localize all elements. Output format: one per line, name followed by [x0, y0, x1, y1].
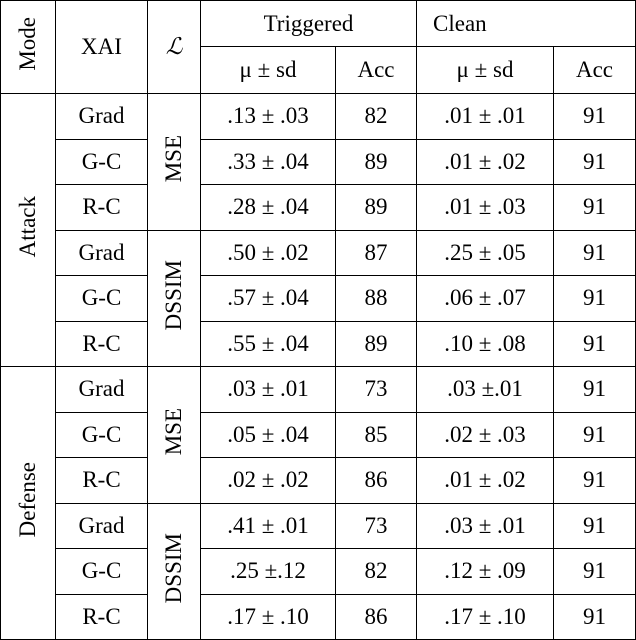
- loss-text: MSE: [161, 135, 186, 183]
- clean-mu-sd: .02 ± .03: [416, 411, 554, 458]
- clean-acc: 91: [553, 502, 636, 549]
- data-row: R-C .28 ± .04 89.01 ± .03 91: [1, 184, 636, 231]
- triggered-acc: 89: [335, 184, 417, 231]
- triggered-acc: 86: [335, 593, 417, 640]
- loss: DSSIM: [147, 502, 201, 640]
- data-row: G-C .25 ±.12 82.12 ± .09 91: [1, 548, 636, 595]
- triggered-acc: 73: [335, 502, 417, 549]
- triggered-mu-sd: .28 ± .04: [200, 184, 336, 231]
- triggered-acc: 88: [335, 275, 417, 322]
- data-row: R-C .17 ± .10 86.17 ± .10 91: [1, 593, 636, 640]
- triggered-header: Triggered: [200, 0, 417, 47]
- triggered-mu-sd: .41 ± .01: [200, 502, 336, 549]
- data-row: R-C .55 ± .04 89.10 ± .08 91: [1, 320, 636, 367]
- triggered-mu-sd: .57 ± .04: [200, 275, 336, 322]
- triggered-mu-sd: .25 ±.12: [200, 548, 336, 595]
- subheader: μ ± sd: [200, 46, 336, 94]
- loss-text: MSE: [161, 408, 186, 456]
- xai: Grad: [55, 366, 148, 413]
- triggered-mu-sd: .13 ± .03: [200, 93, 336, 140]
- header-row: Mode XAI ℒ Triggered Clean: [0, 0, 636, 94]
- mode: Defense: [0, 366, 56, 640]
- clean-header: Clean: [416, 0, 636, 47]
- clean-acc: 91: [553, 93, 636, 140]
- data-row: Grad DSSIM .50 ± .02 87.25 ± .05 91: [1, 229, 636, 367]
- data-row: G-C .33 ± .04 89.01 ± .02 91: [1, 138, 636, 185]
- xai: Grad: [55, 229, 148, 276]
- data-row: G-C .57 ± .04 88.06 ± .07 91: [1, 275, 636, 322]
- loss-text: DSSIM: [161, 533, 186, 604]
- triggered-acc: 82: [335, 93, 417, 140]
- xai: G-C: [55, 548, 148, 595]
- loss-text: DSSIM: [161, 260, 186, 331]
- mode-text: Attack: [15, 196, 40, 258]
- mode-header: Mode: [15, 17, 40, 71]
- clean-mu-sd: .01 ± .02: [416, 138, 554, 185]
- xai: R-C: [55, 593, 148, 640]
- clean-mu-sd: .06 ± .07: [416, 275, 554, 322]
- clean-acc: 91: [553, 184, 636, 231]
- subheader: Acc: [335, 46, 417, 94]
- clean-mu-sd: .03 ± .01: [416, 502, 554, 549]
- xai: R-C: [55, 457, 148, 504]
- triggered-mu-sd: .02 ± .02: [200, 457, 336, 504]
- loss-header: ℒ: [147, 0, 201, 94]
- header-cell: Mode: [0, 0, 56, 94]
- xai: Grad: [55, 502, 148, 549]
- clean-acc: 91: [553, 411, 636, 458]
- loss: MSE: [147, 366, 201, 504]
- clean-acc: 91: [553, 229, 636, 276]
- clean-acc: 91: [553, 366, 636, 413]
- xai: R-C: [55, 184, 148, 231]
- loss: MSE: [147, 93, 201, 231]
- xai: R-C: [55, 320, 148, 367]
- triggered-acc: 89: [335, 138, 417, 185]
- clean-acc: 91: [553, 548, 636, 595]
- clean-acc: 91: [553, 138, 636, 185]
- xai: Grad: [55, 93, 148, 140]
- data-row: Grad DSSIM .41 ± .01 73.03 ± .01 91: [1, 502, 636, 640]
- clean-mu-sd: .03 ±.01: [416, 366, 554, 413]
- clean-acc: 91: [553, 457, 636, 504]
- triggered-acc: 82: [335, 548, 417, 595]
- triggered-mu-sd: .03 ± .01: [200, 366, 336, 413]
- mode-text: Defense: [15, 462, 40, 538]
- triggered-mu-sd: .50 ± .02: [200, 229, 336, 276]
- xai-header: XAI: [55, 0, 148, 94]
- triggered-acc: 73: [335, 366, 417, 413]
- triggered-acc: 85: [335, 411, 417, 458]
- triggered-mu-sd: .05 ± .04: [200, 411, 336, 458]
- clean-acc: 91: [553, 593, 636, 640]
- clean-acc: 91: [553, 320, 636, 367]
- triggered-acc: 87: [335, 229, 417, 276]
- data-row: R-C .02 ± .02 86.01 ± .02 91: [1, 457, 636, 504]
- subheader-row: μ ± sd Acc μ ± sd Acc: [1, 46, 636, 94]
- clean-mu-sd: .01 ± .01: [416, 93, 554, 140]
- xai: G-C: [55, 138, 148, 185]
- triggered-acc: 89: [335, 320, 417, 367]
- clean-mu-sd: .10 ± .08: [416, 320, 554, 367]
- subheader: Acc: [553, 46, 636, 94]
- clean-mu-sd: .01 ± .02: [416, 457, 554, 504]
- subheader: μ ± sd: [416, 46, 554, 94]
- loss: DSSIM: [147, 229, 201, 367]
- mode: Attack: [0, 93, 56, 367]
- triggered-mu-sd: .17 ± .10: [200, 593, 336, 640]
- xai: G-C: [55, 275, 148, 322]
- clean-mu-sd: .01 ± .03: [416, 184, 554, 231]
- data-row: Attack Grad MSE .13 ± .03 82.01 ± .01 91: [0, 93, 636, 367]
- triggered-mu-sd: .55 ± .04: [200, 320, 336, 367]
- clean-mu-sd: .17 ± .10: [416, 593, 554, 640]
- data-row: Defense Grad MSE .03 ± .01 73.03 ±.01 91: [0, 366, 636, 640]
- clean-acc: 91: [553, 275, 636, 322]
- xai: G-C: [55, 411, 148, 458]
- triggered-acc: 86: [335, 457, 417, 504]
- triggered-mu-sd: .33 ± .04: [200, 138, 336, 185]
- clean-mu-sd: .25 ± .05: [416, 229, 554, 276]
- clean-mu-sd: .12 ± .09: [416, 548, 554, 595]
- data-row: G-C .05 ± .04 85.02 ± .03 91: [1, 411, 636, 458]
